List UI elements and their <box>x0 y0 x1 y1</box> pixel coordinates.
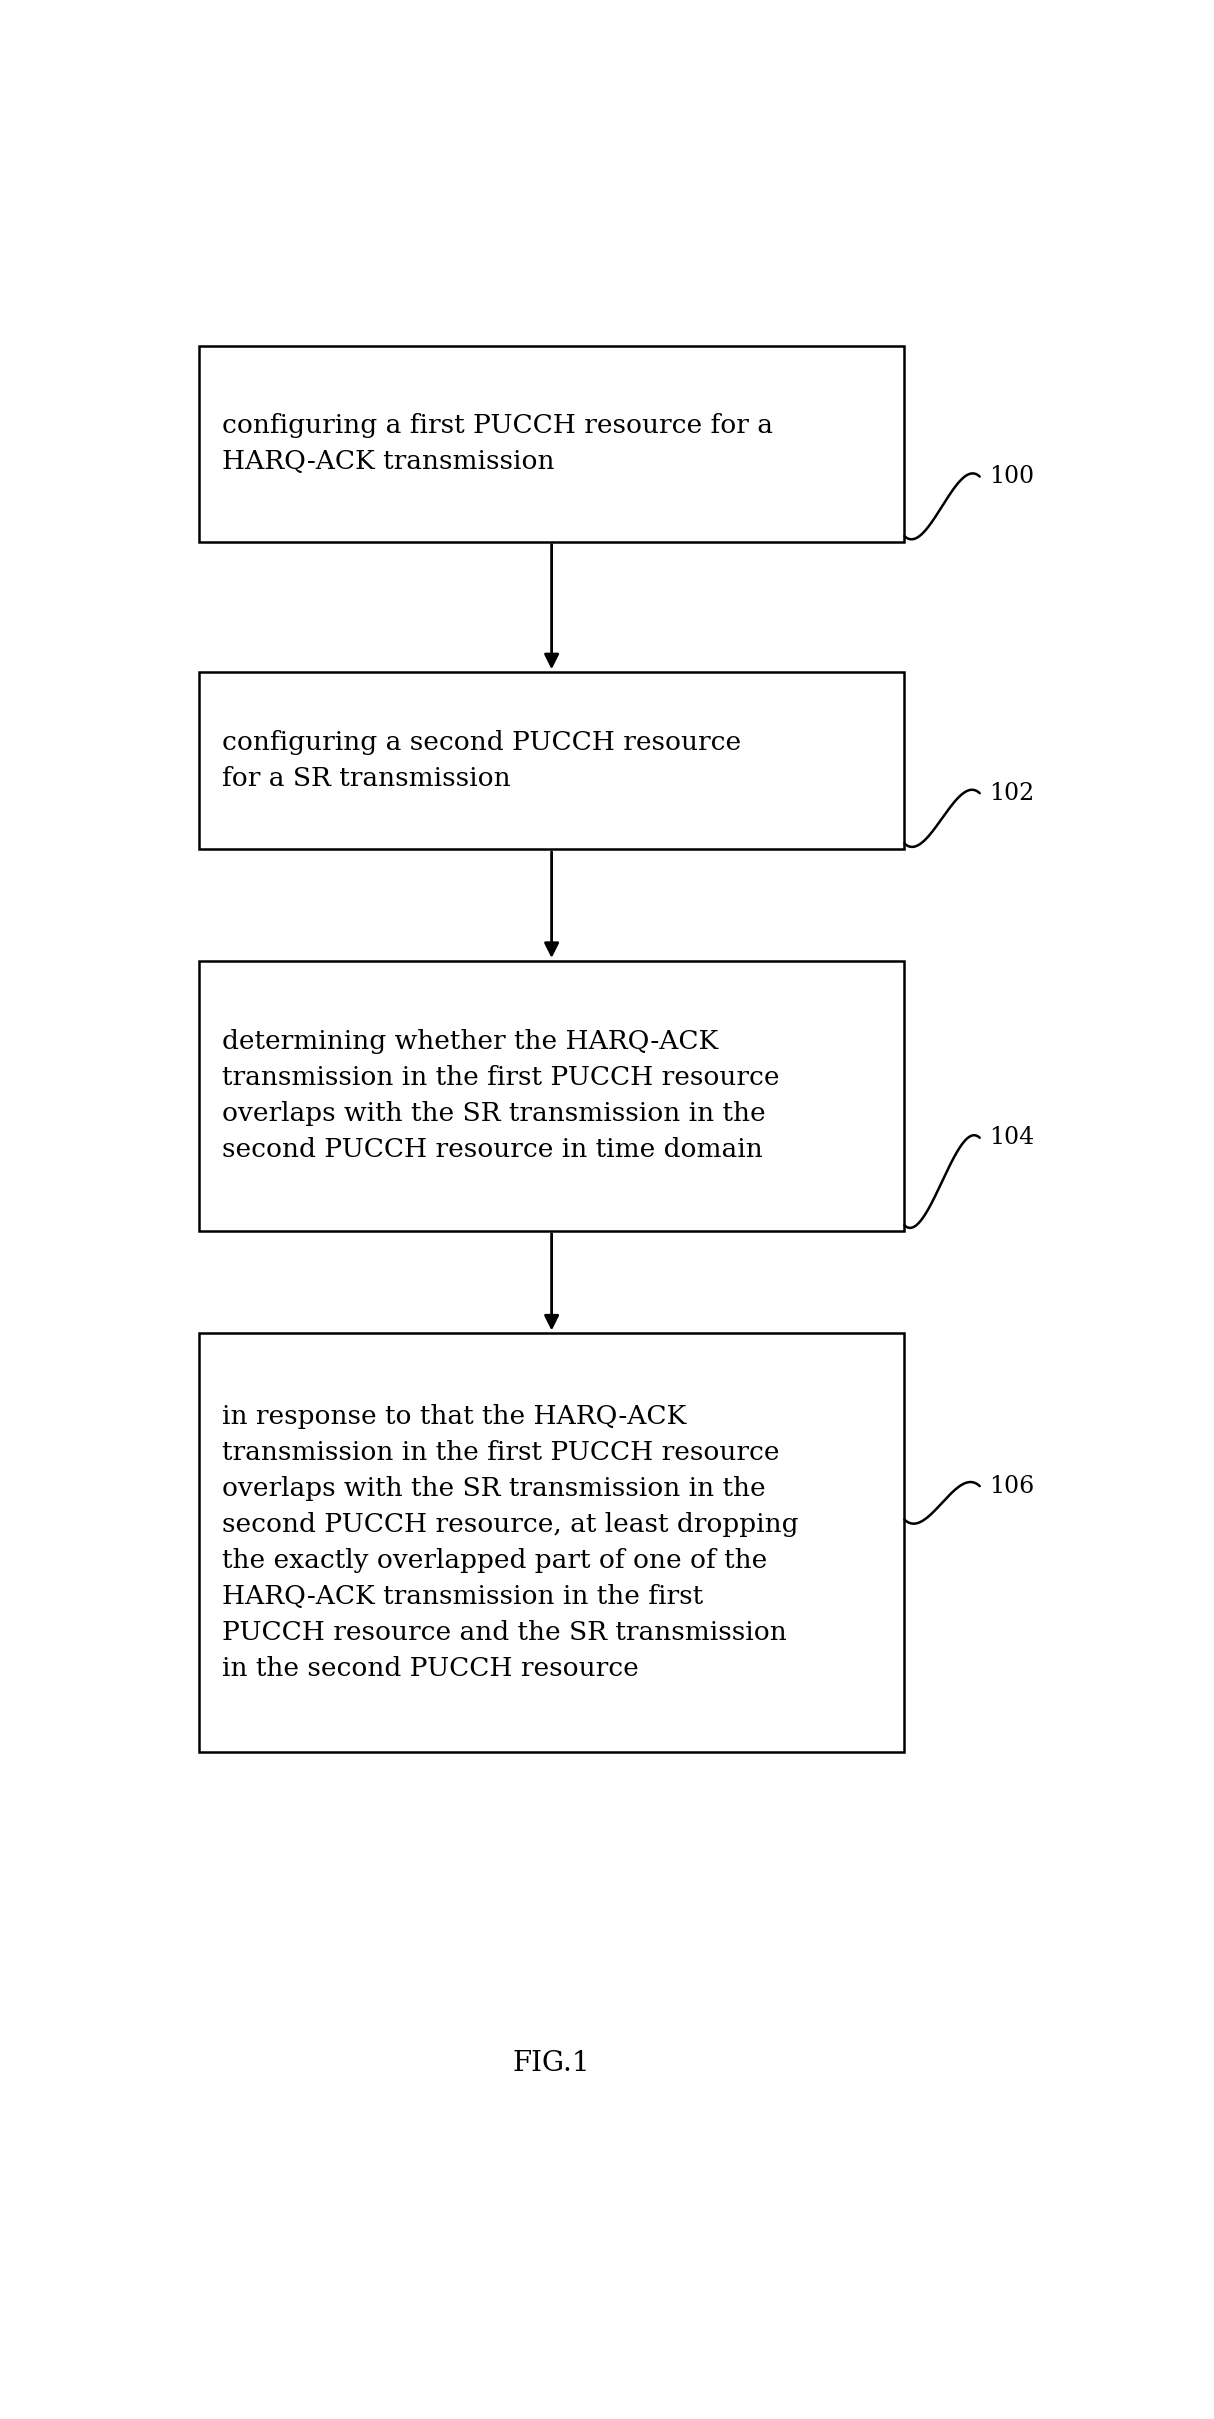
Bar <box>199 960 904 1231</box>
Text: determining whether the HARQ-ACK
transmission in the first PUCCH resource
overla: determining whether the HARQ-ACK transmi… <box>222 1030 779 1164</box>
Text: FIG.1: FIG.1 <box>512 2049 590 2078</box>
Text: configuring a first PUCCH resource for a
HARQ-ACK transmission: configuring a first PUCCH resource for a… <box>222 414 773 474</box>
Text: 102: 102 <box>989 781 1034 806</box>
Text: 104: 104 <box>989 1127 1034 1149</box>
Text: 106: 106 <box>989 1476 1034 1497</box>
Text: 100: 100 <box>989 464 1034 489</box>
Text: in response to that the HARQ-ACK
transmission in the first PUCCH resource
overla: in response to that the HARQ-ACK transmi… <box>222 1405 799 1681</box>
Bar <box>199 672 904 849</box>
Bar <box>199 346 904 542</box>
Text: configuring a second PUCCH resource
for a SR transmission: configuring a second PUCCH resource for … <box>222 731 742 791</box>
Bar <box>199 1333 904 1751</box>
